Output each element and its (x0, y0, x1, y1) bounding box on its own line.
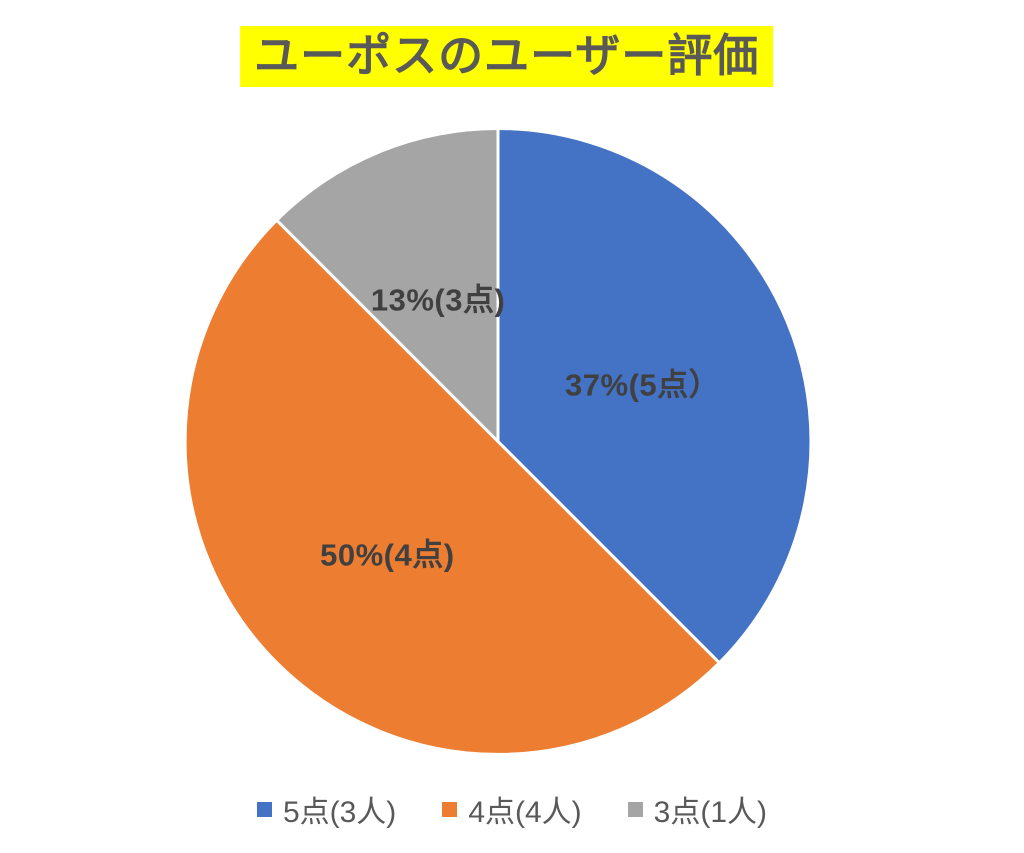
legend-label-5pt: 5点(3人) (282, 796, 397, 829)
legend-item-5pt: 5点(3人) (256, 787, 397, 831)
data-label-3pt: 13%(3点) (370, 282, 506, 318)
pie-slice-1 (496, 127, 813, 665)
legend-label-4pt: 4点(4人) (468, 796, 582, 829)
chart-title: ユーポスのユーザー評価 (240, 26, 774, 88)
legend-swatch-5pt-icon (256, 801, 272, 817)
legend-label-3pt: 3点(1人) (653, 796, 768, 829)
legend-item-4pt: 4点(4人) (442, 787, 582, 831)
legend-item-3pt: 3点(1人) (627, 787, 768, 831)
pie-slice-3 (275, 127, 500, 443)
legend-swatch-4pt-icon (442, 801, 458, 817)
chart-legend: 5点(3人) 4点(4人) 3点(1人) (0, 784, 1024, 834)
data-label-4pt: 50%(4点) (320, 537, 455, 573)
data-label-5pt: 37%(5点） (565, 367, 721, 403)
legend-swatch-3pt-icon (627, 801, 643, 817)
pie-slice-2 (183, 218, 721, 756)
